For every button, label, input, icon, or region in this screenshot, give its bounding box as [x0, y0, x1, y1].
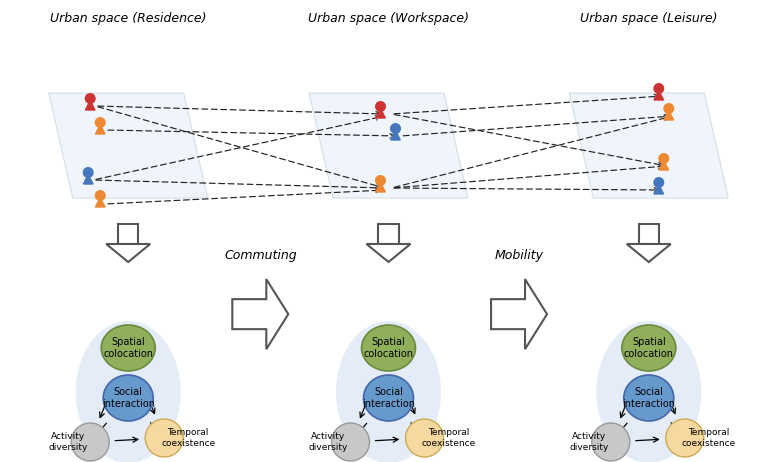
Text: Activity
diversity: Activity diversity — [308, 432, 348, 452]
Polygon shape — [309, 93, 468, 198]
Circle shape — [96, 118, 105, 128]
Circle shape — [332, 423, 370, 461]
Polygon shape — [49, 93, 207, 198]
Polygon shape — [659, 160, 668, 170]
Circle shape — [406, 419, 444, 457]
Polygon shape — [654, 91, 664, 100]
FancyBboxPatch shape — [639, 224, 659, 244]
Circle shape — [96, 191, 105, 201]
Text: Temporal
coexistence: Temporal coexistence — [681, 428, 736, 448]
Ellipse shape — [336, 321, 441, 462]
Polygon shape — [106, 244, 150, 262]
Circle shape — [83, 168, 93, 177]
Polygon shape — [96, 124, 105, 134]
Text: Activity
diversity: Activity diversity — [569, 432, 608, 452]
FancyBboxPatch shape — [378, 224, 399, 244]
Circle shape — [659, 154, 668, 163]
Circle shape — [145, 419, 183, 457]
Polygon shape — [376, 109, 385, 118]
Circle shape — [592, 423, 630, 461]
Text: Spatial
colocation: Spatial colocation — [103, 337, 153, 359]
Ellipse shape — [624, 375, 674, 421]
Ellipse shape — [364, 375, 413, 421]
Circle shape — [376, 176, 385, 185]
Text: Urban space (Leisure): Urban space (Leisure) — [580, 12, 717, 25]
Polygon shape — [83, 175, 93, 184]
Ellipse shape — [596, 321, 702, 462]
Circle shape — [666, 419, 704, 457]
FancyBboxPatch shape — [118, 224, 138, 244]
Polygon shape — [491, 279, 547, 349]
Ellipse shape — [101, 325, 155, 371]
Circle shape — [654, 84, 664, 93]
Circle shape — [85, 94, 95, 103]
Polygon shape — [391, 130, 400, 140]
Polygon shape — [376, 182, 385, 192]
Text: Social
interaction: Social interaction — [362, 387, 415, 409]
Ellipse shape — [75, 321, 181, 462]
Polygon shape — [570, 93, 728, 198]
Circle shape — [71, 423, 110, 461]
Text: Social
interaction: Social interaction — [102, 387, 155, 409]
Polygon shape — [96, 197, 105, 207]
Text: Activity
diversity: Activity diversity — [48, 432, 88, 452]
Ellipse shape — [622, 325, 676, 371]
Circle shape — [391, 124, 400, 134]
Text: Urban space (Workspace): Urban space (Workspace) — [308, 12, 469, 25]
Text: Urban space (Residence): Urban space (Residence) — [50, 12, 207, 25]
Polygon shape — [654, 184, 664, 194]
Text: Social
interaction: Social interaction — [622, 387, 675, 409]
Polygon shape — [232, 279, 288, 349]
Text: Temporal
coexistence: Temporal coexistence — [161, 428, 215, 448]
Text: Temporal
coexistence: Temporal coexistence — [421, 428, 476, 448]
Circle shape — [376, 102, 385, 111]
Polygon shape — [367, 244, 410, 262]
Text: Spatial
colocation: Spatial colocation — [624, 337, 674, 359]
Ellipse shape — [361, 325, 416, 371]
Text: Commuting: Commuting — [224, 249, 297, 262]
Ellipse shape — [103, 375, 153, 421]
Text: Spatial
colocation: Spatial colocation — [364, 337, 413, 359]
Text: Mobility: Mobility — [494, 249, 544, 262]
Polygon shape — [627, 244, 671, 262]
Polygon shape — [85, 101, 95, 110]
Polygon shape — [664, 110, 674, 120]
Circle shape — [664, 103, 674, 113]
Circle shape — [654, 178, 664, 187]
